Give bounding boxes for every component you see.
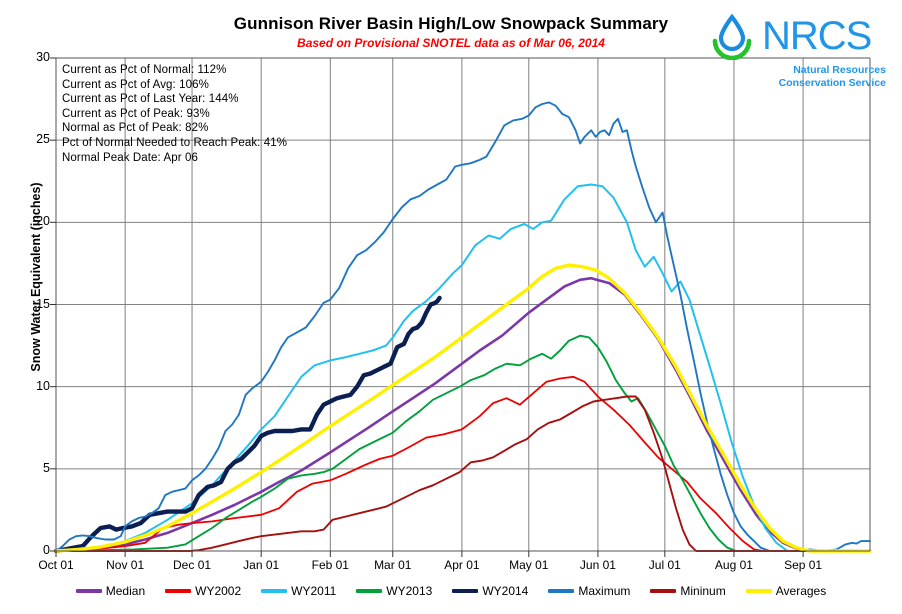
y-tick-label: 5 xyxy=(43,460,50,475)
y-tick-label: 0 xyxy=(43,543,50,557)
x-tick-label: Nov 01 xyxy=(106,558,145,572)
series-line-wy2002 xyxy=(55,375,871,552)
legend-label: Averages xyxy=(775,584,827,598)
legend-label: WY2014 xyxy=(482,584,529,598)
stat-line: Current as Pct of Avg: 106% xyxy=(62,78,209,91)
x-tick-label: Jun 01 xyxy=(579,558,616,572)
series-line-wy2011 xyxy=(55,183,871,552)
legend-item[interactable]: Averages xyxy=(745,584,827,598)
x-tick-label: Mar 01 xyxy=(374,558,412,572)
series-line-averages xyxy=(54,263,872,553)
legend-item[interactable]: Median xyxy=(75,584,146,598)
water-drop-icon xyxy=(708,12,756,60)
legend-label: WY2002 xyxy=(195,584,242,598)
x-tick-label: Sep 01 xyxy=(784,558,823,572)
chart-legend: Median WY2002 WY2011 WY2013 WY2014 Maximum Min… xyxy=(0,584,902,598)
stat-line: Current as Pct of Last Year: 144% xyxy=(62,93,239,106)
stat-line: Normal Peak Date: Apr 06 xyxy=(62,151,198,164)
legend-swatch xyxy=(452,589,479,593)
legend-label: WY2011 xyxy=(291,584,337,598)
legend-item[interactable]: WY2013 xyxy=(356,584,432,598)
page-title: Gunnison River Basin High/Low Snowpack S… xyxy=(233,14,669,33)
nrcs-wordmark: NRCS xyxy=(762,14,872,58)
legend-item[interactable]: WY2014 xyxy=(452,584,528,598)
y-tick-label: 30 xyxy=(36,50,50,64)
legend-swatch xyxy=(356,589,383,593)
legend-swatch xyxy=(75,589,102,593)
legend-swatch xyxy=(745,589,772,593)
legend-label: Median xyxy=(105,584,146,598)
legend-item[interactable]: Mininum xyxy=(650,584,726,598)
x-tick-label: Feb 01 xyxy=(311,558,349,572)
stat-line: Current as Pct of Peak: 93% xyxy=(62,107,210,120)
legend-swatch xyxy=(261,589,288,593)
stat-line: Pct of Normal Needed to Reach Peak: 41% xyxy=(62,136,288,149)
x-axis-ticks: Oct 01 Nov 01 Dec 01 Jan 01 Feb 01 Mar 01 Apr … xyxy=(0,558,902,578)
logo-subtitle-line2: Conservation Service xyxy=(778,76,886,89)
legend-item[interactable]: WY2011 xyxy=(261,584,336,598)
stats-box: Current as Pct of Normal: 112% Current a… xyxy=(62,63,287,165)
legend-swatch xyxy=(650,589,677,593)
x-tick-label: Oct 01 xyxy=(38,558,74,572)
nrcs-logo: NRCS Natural Resources Conservation Serv… xyxy=(708,12,888,90)
series-line-wy2014 xyxy=(53,295,442,554)
y-tick-label: 20 xyxy=(36,214,50,229)
legend-swatch xyxy=(165,589,192,593)
legend-label: WY2013 xyxy=(386,584,433,598)
x-tick-label: Jul 01 xyxy=(648,558,681,572)
stat-line: Normal as Pct of Peak: 82% xyxy=(62,122,209,135)
legend-swatch xyxy=(548,589,575,593)
logo-subtitle-line1: Natural Resources xyxy=(793,64,886,76)
x-tick-label: Jan 01 xyxy=(243,558,280,572)
legend-label: Maximum xyxy=(578,584,631,598)
series-line-median xyxy=(54,276,872,553)
page-subtitle: Based on Provisional SNOTEL data as of M… xyxy=(297,36,605,50)
legend-item[interactable]: WY2002 xyxy=(165,584,241,598)
x-tick-label: Aug 01 xyxy=(714,558,753,572)
series-line-wy2013 xyxy=(55,334,871,552)
y-axis-ticks: 0 5 10 15 20 25 30 xyxy=(14,0,50,614)
series-line-maximum xyxy=(55,101,871,552)
legend-item[interactable]: Maximum xyxy=(548,584,630,598)
y-tick-label: 15 xyxy=(36,296,50,311)
y-tick-label: 25 xyxy=(36,132,50,147)
x-tick-label: May 01 xyxy=(509,558,549,572)
x-tick-label: Dec 01 xyxy=(173,558,212,572)
stat-line: Current as Pct of Normal: 112% xyxy=(62,64,227,76)
legend-label: Mininum xyxy=(680,584,726,598)
series-line-mininum xyxy=(55,395,871,552)
x-tick-label: Apr 01 xyxy=(444,558,480,572)
y-tick-label: 10 xyxy=(36,378,50,393)
